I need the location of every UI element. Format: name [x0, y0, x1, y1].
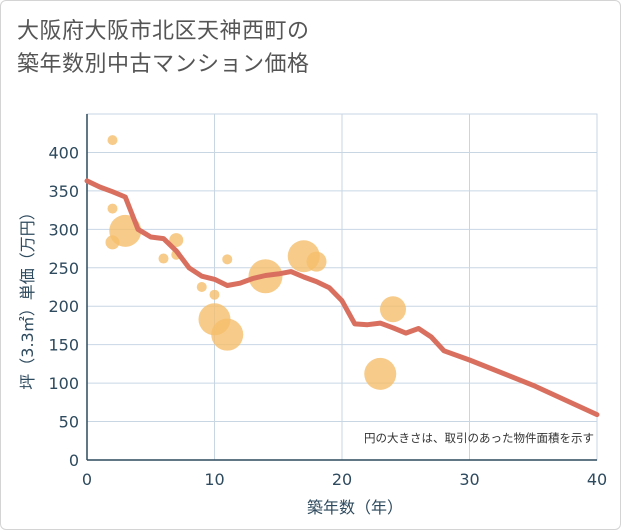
- chart-title-line-2: 築年数別中古マンション価格: [17, 52, 310, 77]
- x-axis-label: 築年数（年）: [307, 498, 403, 517]
- y-axis-label: 坪（3.3㎡）単価（万円）: [18, 204, 37, 389]
- data-point-bubble: [169, 233, 184, 248]
- data-point-bubble: [364, 357, 397, 390]
- data-point-bubble: [196, 282, 207, 292]
- tick-layer: 0 50 100 150 200 250 300 350 400 0 10 20 30 40: [48, 143, 607, 489]
- y-tick-label: 50: [59, 413, 79, 432]
- data-point-bubble: [107, 135, 118, 146]
- y-tick-label: 300: [48, 220, 79, 239]
- y-tick-label: 250: [48, 259, 79, 278]
- chart-title: 大阪府大阪市北区天神西町の 築年数別中古マンション価格: [17, 15, 577, 81]
- x-tick-label: 40: [587, 470, 607, 489]
- bubble-layer: [105, 135, 406, 390]
- y-tick-label: 100: [48, 374, 79, 393]
- x-tick-label: 20: [332, 470, 352, 489]
- data-point-bubble: [107, 203, 118, 214]
- x-tick-label: 30: [459, 470, 479, 489]
- chart-note: 円の大きさは、取引のあった物件面積を示す: [364, 431, 594, 445]
- average-price-line: [84, 178, 600, 418]
- y-tick-label: 350: [48, 182, 79, 201]
- y-tick-label: 200: [48, 297, 79, 316]
- data-point-bubble: [211, 318, 244, 351]
- data-point-bubble: [209, 289, 220, 300]
- y-tick-label: 400: [48, 143, 79, 162]
- x-tick-label: 0: [82, 470, 92, 489]
- axis-layer: [86, 114, 597, 461]
- data-point-bubble: [306, 251, 327, 272]
- chart-title-line-1: 大阪府大阪市北区天神西町の: [17, 19, 310, 44]
- y-tick-label: 150: [48, 336, 79, 355]
- x-tick-label: 10: [204, 470, 224, 489]
- data-point-bubble: [222, 254, 233, 265]
- grid-layer: [86, 113, 598, 461]
- y-tick-label: 0: [69, 451, 79, 470]
- line-layer: [84, 178, 600, 418]
- data-point-bubble: [380, 296, 406, 323]
- data-point-bubble: [158, 253, 169, 264]
